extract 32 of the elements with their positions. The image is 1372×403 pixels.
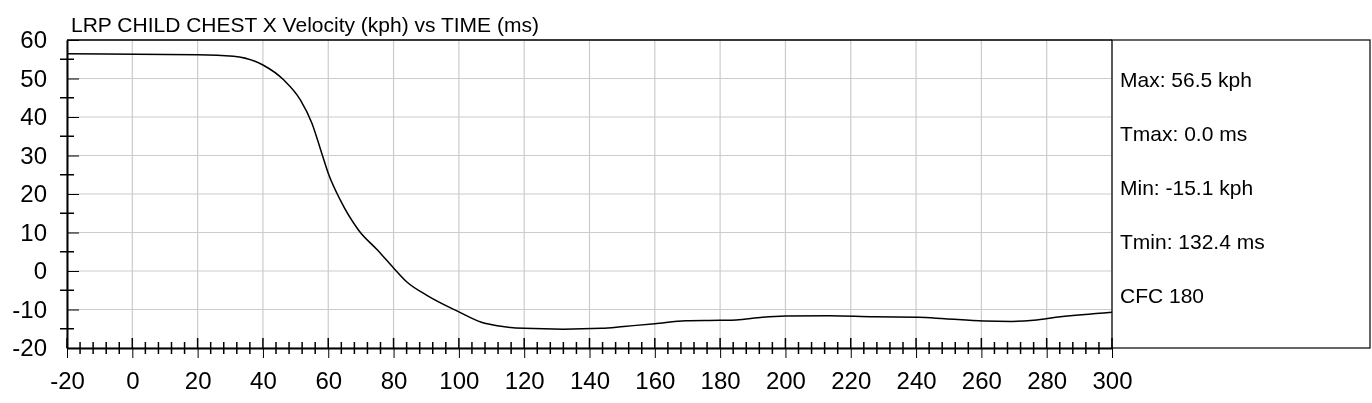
x-tick-label: -20 xyxy=(50,367,85,395)
x-tick-label: 140 xyxy=(569,367,611,395)
y-tick-label: 20 xyxy=(20,180,47,208)
y-tick-label: 50 xyxy=(20,64,47,92)
x-tick-label: 60 xyxy=(315,367,343,395)
y-tick-label: -10 xyxy=(12,295,47,323)
y-tick-label: 10 xyxy=(20,218,47,246)
chart-title: LRP CHILD CHEST X Velocity (kph) vs TIME (ms) xyxy=(71,13,539,36)
x-tick-label: 160 xyxy=(635,367,676,395)
x-tick-label: 300 xyxy=(1092,367,1133,395)
x-tick-label: 0 xyxy=(126,367,140,395)
x-tick-label: 280 xyxy=(1027,367,1068,395)
y-tick-label: 60 xyxy=(20,26,47,54)
y-tick-label: -20 xyxy=(12,334,47,362)
x-tick-label: 120 xyxy=(504,367,545,395)
x-tick-label: 260 xyxy=(961,367,1002,395)
x-tick-label: 180 xyxy=(700,367,741,395)
x-tick-label: 200 xyxy=(765,367,806,395)
text: Max: 56.5 kph xyxy=(1120,68,1252,91)
x-tick-label: 20 xyxy=(184,367,212,395)
x-tick-label: 40 xyxy=(250,367,277,395)
text: Min: -15.1 kph xyxy=(1120,176,1254,199)
x-tick-label: 80 xyxy=(380,367,408,395)
x-tick-label: 240 xyxy=(896,367,937,395)
x-tick-label: 220 xyxy=(831,367,872,395)
y-tick-label: 0 xyxy=(33,257,47,285)
text: Tmax: 0.0 ms xyxy=(1120,122,1248,145)
y-tick-label: 40 xyxy=(20,103,47,131)
text: CFC 180 xyxy=(1120,284,1205,307)
y-tick-label: 30 xyxy=(20,141,47,169)
x-tick-label: 100 xyxy=(439,367,480,395)
text: Tmin: 132.4 ms xyxy=(1120,230,1265,253)
